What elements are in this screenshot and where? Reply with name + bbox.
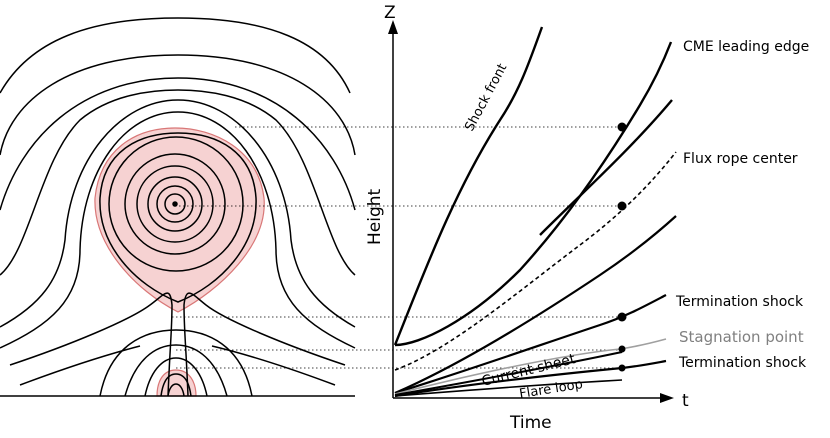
current-sheet-curve	[394, 351, 623, 396]
flare-loop-region	[156, 369, 197, 397]
flux-rope-line-4	[136, 165, 214, 243]
termination-shock-upper-label: Termination shock	[675, 294, 804, 310]
cme-leading-edge-curve	[394, 41, 673, 347]
flare-loop-line-1	[99, 329, 253, 397]
flux-rope-center-dot	[172, 201, 178, 207]
marker-stagnation-point	[618, 345, 626, 353]
flux-rope-line-2	[108, 136, 244, 272]
flux-rope-line-3	[124, 153, 226, 255]
stagnation-point-label: Stagnation point	[679, 328, 804, 346]
field-line-drape-3b	[183, 292, 346, 397]
flux-rope-line-1	[99, 132, 257, 303]
flare-loop-curve	[394, 379, 623, 397]
horizontal-axis-symbol: t	[682, 391, 689, 411]
vertical-axis-label: Height	[365, 188, 385, 245]
field-line-outer-3	[0, 77, 356, 211]
termination-shock-upper-branch	[394, 215, 677, 395]
field-line-drape-2	[0, 111, 356, 349]
cme-leading-edge-label: CME leading edge	[683, 39, 809, 55]
cme-upper-branch-curve	[539, 99, 673, 236]
vertical-axis-symbol: Z	[384, 3, 396, 23]
marker-termination-shock-upper	[617, 312, 627, 322]
flare-loop-line-2	[124, 344, 228, 397]
field-line-outer-4	[0, 89, 356, 276]
horizontal-axis-label: Time	[509, 413, 552, 433]
flux-rope-center-label: Flux rope center	[683, 151, 798, 167]
height-time-plot	[388, 20, 677, 403]
flux-rope-line-7	[164, 193, 186, 215]
field-line-low-1	[19, 345, 141, 386]
stagnation-point-curve	[394, 338, 667, 395]
termination-shock-lower-label: Termination shock	[678, 355, 807, 371]
field-line-drape-1	[0, 99, 356, 328]
field-line-panel	[0, 17, 356, 397]
connector-lines	[172, 126, 622, 369]
termination-shock-lower-curve	[394, 359, 667, 398]
marker-cme-leading-edge	[617, 122, 627, 132]
flare-loop-line-4	[160, 373, 192, 397]
marker-flux-rope-center	[617, 201, 627, 211]
flux-rope-center-curve	[394, 151, 677, 371]
shock-front-label: Shock front	[462, 61, 510, 134]
marker-termination-shock-lower	[618, 364, 626, 372]
field-line-drape-3	[9, 292, 173, 397]
field-line-low-2	[211, 345, 336, 386]
termination-shock-upper-curve	[394, 294, 667, 395]
flare-loop-line-3	[144, 357, 208, 397]
field-line-outer-1	[0, 17, 351, 94]
shock-front-curve	[393, 26, 544, 346]
y-axis-arrowhead	[388, 20, 398, 34]
flux-rope-region	[94, 127, 265, 313]
flux-rope-line-6	[156, 185, 194, 223]
flux-rope-line-5	[147, 176, 203, 232]
field-line-outer-2	[0, 54, 356, 156]
labels: Z Height t Time Shock front CME leading …	[365, 3, 809, 433]
flare-loop-line-5	[167, 383, 185, 397]
x-axis-arrowhead	[660, 393, 674, 403]
